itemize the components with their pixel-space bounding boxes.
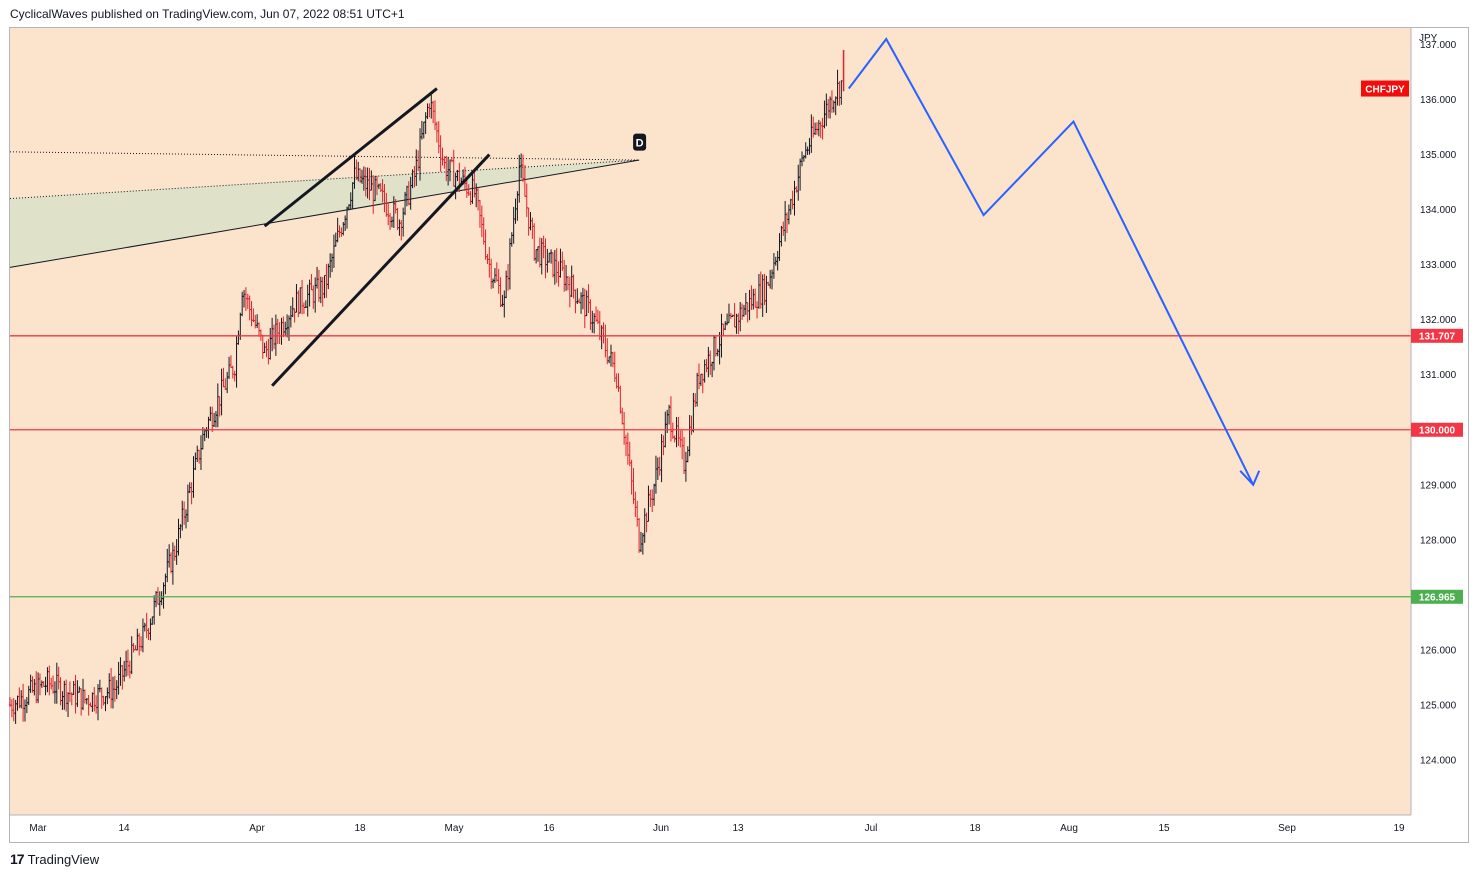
price-tick-label: 125.000 [1420,700,1457,711]
footer-brand-text: TradingView [27,851,100,867]
time-tick-label: 19 [1393,823,1405,834]
wedge-d-badge [633,133,647,151]
level-price-tag [1411,589,1463,604]
price-tick-label: 126.000 [1420,645,1457,656]
time-tick-label: 18 [969,823,981,834]
symbol-tag-label: CHFJPY [1365,85,1405,96]
footer-branding: 17 TradingView [10,851,99,867]
price-tick-label: 135.000 [1420,150,1457,161]
time-tick-label: 13 [732,823,744,834]
tradingview-logo-icon: 17 [10,851,25,867]
level-price-tag [1411,422,1463,437]
time-tick-label: May [445,823,464,834]
wedge-upper-line [263,87,438,228]
price-tick-label: 136.000 [1420,95,1457,106]
time-tick-label: 14 [118,823,130,834]
price-tick-label: 133.000 [1420,260,1457,271]
projection-path [847,37,1255,486]
time-tick-label: 15 [1158,823,1170,834]
wedge-d-label: D [636,138,644,150]
price-tick-label: 131.000 [1420,370,1457,381]
plot-area [10,28,1411,815]
price-tick-label: 128.000 [1420,535,1457,546]
time-tick-label: Mar [29,823,47,834]
price-tick-label: 129.000 [1420,480,1457,491]
level-price-tag [1411,328,1463,343]
price-tick-label: 132.000 [1420,315,1457,326]
symbol-tag [1361,80,1409,97]
projection-arrowhead [1239,470,1261,487]
level-price-tag-label: 126.965 [1419,592,1456,603]
time-tick-label: Aug [1060,823,1078,834]
currency-label: JPY [1419,33,1438,44]
time-tick-label: Sep [1278,823,1296,834]
price-tick-label: 134.000 [1420,205,1457,216]
triangle-bottom-line [9,159,640,268]
wedge-lower-line [271,153,491,387]
publisher-caption: CyclicalWaves published on TradingView.c… [10,7,405,21]
time-tick-label: 18 [354,823,366,834]
level-price-tag-label: 131.707 [1419,331,1456,342]
time-tick-label: 16 [543,823,555,834]
level-price-tag-label: 130.000 [1419,425,1456,436]
time-tick-label: Jul [865,823,878,834]
price-tick-label: 124.000 [1420,755,1457,766]
price-tick-label: 137.000 [1420,40,1457,51]
time-tick-label: Apr [249,823,265,834]
time-tick-label: Jun [653,823,669,834]
